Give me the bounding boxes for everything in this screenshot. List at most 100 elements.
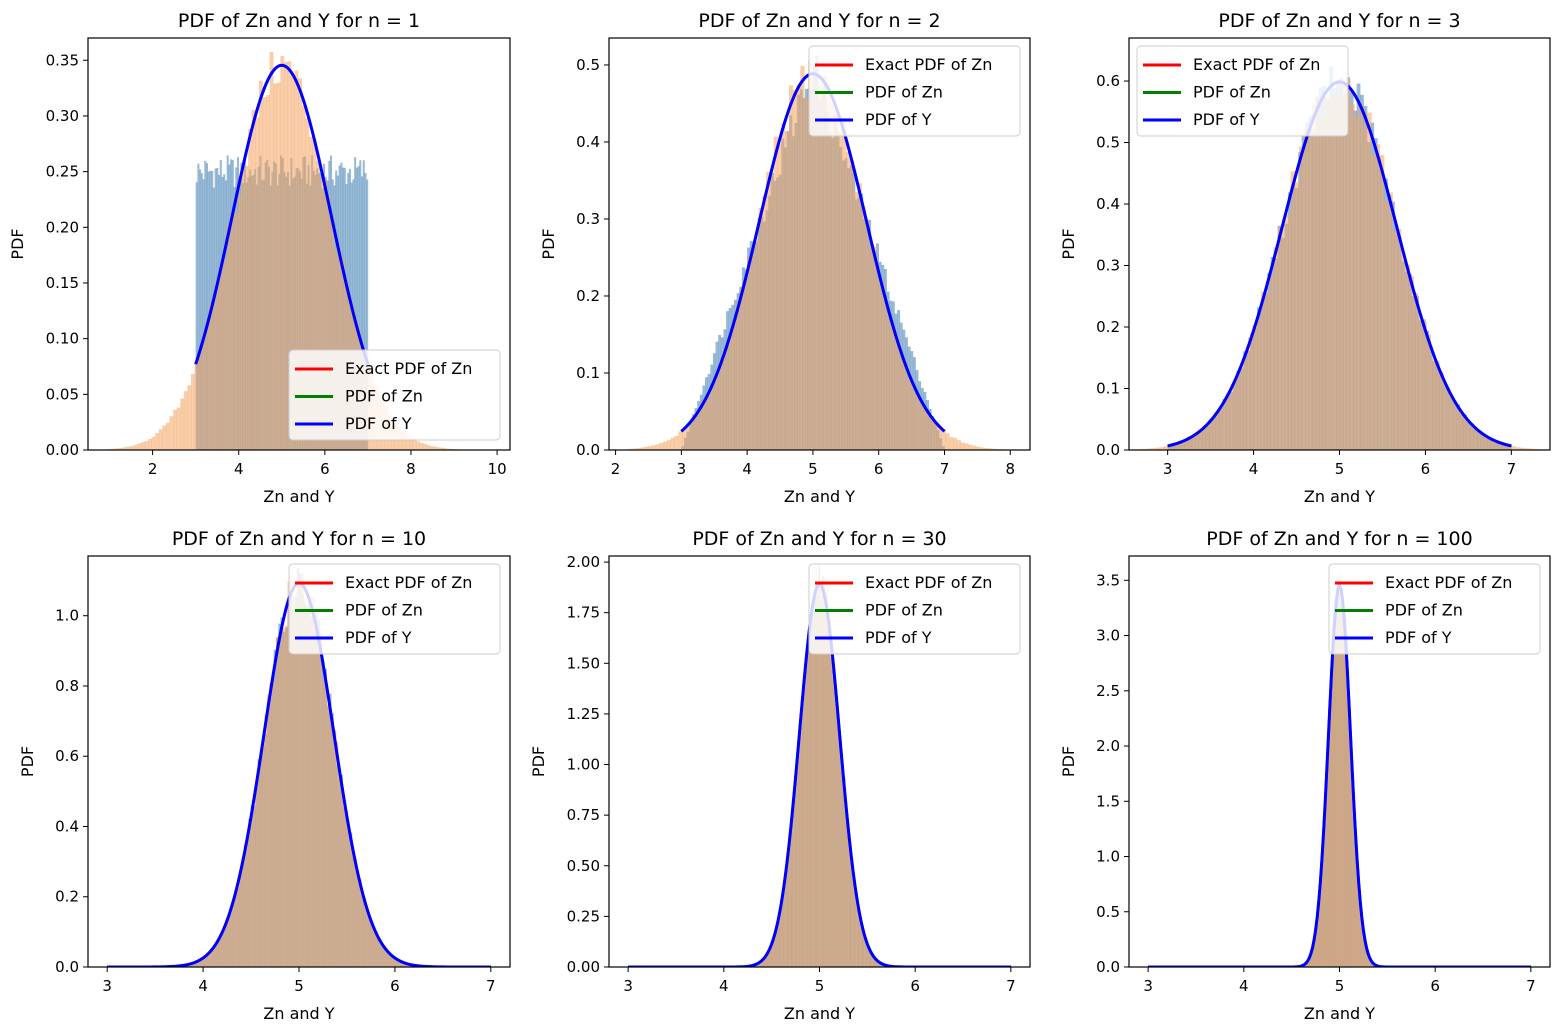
histogram-bar [230, 212, 235, 450]
chart-title: PDF of Zn and Y for n = 1 [178, 10, 420, 32]
histogram-bar [1312, 944, 1314, 967]
histogram-bar [731, 320, 736, 450]
histogram-bar [364, 172, 367, 450]
y-tick-label: 0.5 [1096, 134, 1120, 152]
y-tick-label: 0.3 [1096, 257, 1120, 275]
histogram-bar [800, 711, 803, 967]
histogram-bar [388, 953, 392, 967]
histogram-bar [796, 85, 801, 450]
histogram-bar [820, 585, 823, 967]
histogram-bar [842, 117, 847, 450]
histogram-bar [914, 394, 919, 450]
y-axis-label: PDF [1059, 228, 1078, 259]
histogram-bar [1305, 962, 1307, 967]
y-tick-label: 0.4 [1096, 195, 1120, 213]
histogram-bar [137, 443, 142, 450]
histogram-bar [264, 714, 268, 967]
y-tick-label: 2.0 [1096, 737, 1120, 755]
histogram-bar [197, 163, 200, 450]
histogram-bar [806, 658, 808, 967]
histogram-bar [1328, 98, 1334, 450]
histogram-bar [1290, 171, 1296, 450]
histogram-bar [351, 849, 355, 967]
histogram-bar [1260, 291, 1266, 450]
histogram-bar [195, 182, 198, 450]
histogram-bar [1515, 447, 1521, 450]
histogram-bar [1336, 601, 1338, 967]
histogram-bar [1345, 79, 1351, 450]
histogram-bar [647, 446, 652, 450]
histogram-bar [843, 788, 846, 967]
histogram-bar [822, 611, 824, 967]
histogram-bar [814, 609, 816, 967]
histogram-bar [133, 444, 138, 450]
histogram-bar [869, 243, 874, 450]
histogram-bar [237, 194, 242, 450]
histogram-bar [282, 628, 286, 967]
plot-frame [608, 37, 1031, 451]
histogram-bar [953, 438, 958, 450]
histogram-bar [693, 414, 698, 450]
legend-entry: PDF of Y [345, 628, 412, 647]
histogram-bar [768, 950, 771, 967]
histogram-bar [1315, 926, 1317, 967]
x-axis-label: Zn and Y [263, 487, 334, 506]
histogram-bar [1392, 230, 1398, 450]
x-axis-label: Zn and Y [784, 487, 855, 506]
y-axis-label: PDF [529, 746, 548, 777]
histogram-bar [1362, 124, 1368, 450]
histogram-bar [716, 372, 721, 450]
histogram-bar [1209, 420, 1215, 450]
chart-title: PDF of Zn and Y for n = 10 [172, 528, 426, 550]
histogram-bar [788, 85, 794, 450]
y-tick-label: 0.10 [46, 330, 79, 348]
histogram-bar [1456, 410, 1461, 450]
legend-entry: Exact PDF of Zn [345, 573, 472, 592]
histogram-bar [342, 798, 346, 967]
histogram-bar [1201, 428, 1206, 450]
histogram-bar [1511, 446, 1517, 450]
histogram-bar [1341, 82, 1347, 450]
histogram-bar [340, 782, 344, 967]
histogram-bar [810, 625, 812, 967]
histogram-bar [824, 602, 827, 967]
histogram-bar [266, 694, 270, 967]
histogram-bar [112, 448, 117, 450]
histogram-bar [296, 570, 300, 967]
histogram-bar [1409, 276, 1415, 450]
histogram-bar [199, 169, 202, 450]
histogram-bar [708, 388, 713, 450]
histogram-bar [827, 83, 832, 450]
histogram-bar [1366, 947, 1368, 967]
histogram-bar [1184, 440, 1189, 450]
y-tick-label: 0.30 [46, 107, 79, 125]
histogram-bar [956, 440, 961, 450]
histogram-bar [1230, 385, 1236, 450]
histogram-bar [792, 794, 795, 967]
histogram-bar [441, 447, 446, 450]
histogram-bar [243, 844, 247, 967]
histogram-bar [310, 596, 314, 967]
histogram-bar [1464, 419, 1470, 450]
histogram-bar [1367, 950, 1369, 967]
histogram-bar [1243, 356, 1249, 450]
histogram-bar [1352, 794, 1354, 967]
y-tick-label: 0.2 [55, 888, 79, 906]
histogram-bar [204, 160, 207, 450]
histogram-bar [1341, 590, 1343, 967]
histogram-bar [815, 85, 820, 450]
histogram-bar [1354, 834, 1356, 967]
histogram-bar [1205, 424, 1211, 450]
histogram-bar [873, 956, 875, 967]
histogram-bar [140, 442, 145, 450]
histogram-bar [1469, 423, 1474, 450]
histogram-bar [287, 61, 292, 450]
histogram-bar [858, 910, 860, 967]
histogram-bar [1162, 446, 1168, 450]
x-tick-label: 10 [488, 460, 507, 478]
histogram-bar [328, 713, 332, 967]
plot-data [1129, 66, 1547, 450]
histogram-bar [777, 920, 780, 967]
histogram-bar [800, 65, 805, 450]
histogram-bar [701, 400, 706, 450]
